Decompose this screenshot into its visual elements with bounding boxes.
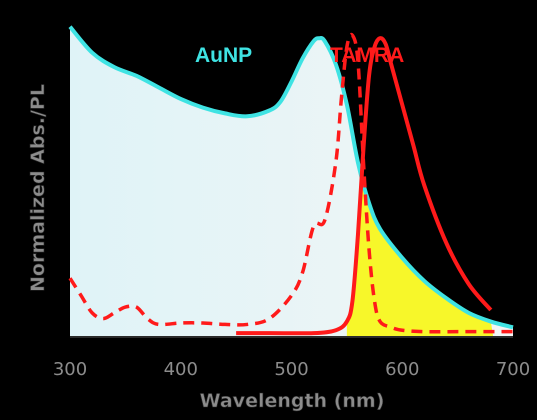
x-tick-label: 500 [274, 359, 308, 380]
x-tick-label: 300 [53, 359, 87, 380]
x-tick-labels: 300 400 500 600 700 [53, 359, 530, 380]
x-tick-label: 600 [385, 359, 419, 380]
x-tick-label: 700 [496, 359, 530, 380]
x-tick-label: 400 [164, 359, 198, 380]
spectral-overlap-area [346, 178, 513, 336]
series-layer [68, 25, 514, 336]
aunp-absorbance-line [68, 25, 514, 330]
series-label-aunp: AuNP [195, 44, 252, 67]
tamra-emission-line [236, 36, 493, 336]
x-axis-title: Wavelength (nm) [200, 390, 385, 412]
series-label-tamra: TAMRA [330, 44, 404, 67]
tamra-absorbance-line [68, 32, 513, 334]
y-axis-title: Normalized Abs./PL [27, 84, 49, 292]
